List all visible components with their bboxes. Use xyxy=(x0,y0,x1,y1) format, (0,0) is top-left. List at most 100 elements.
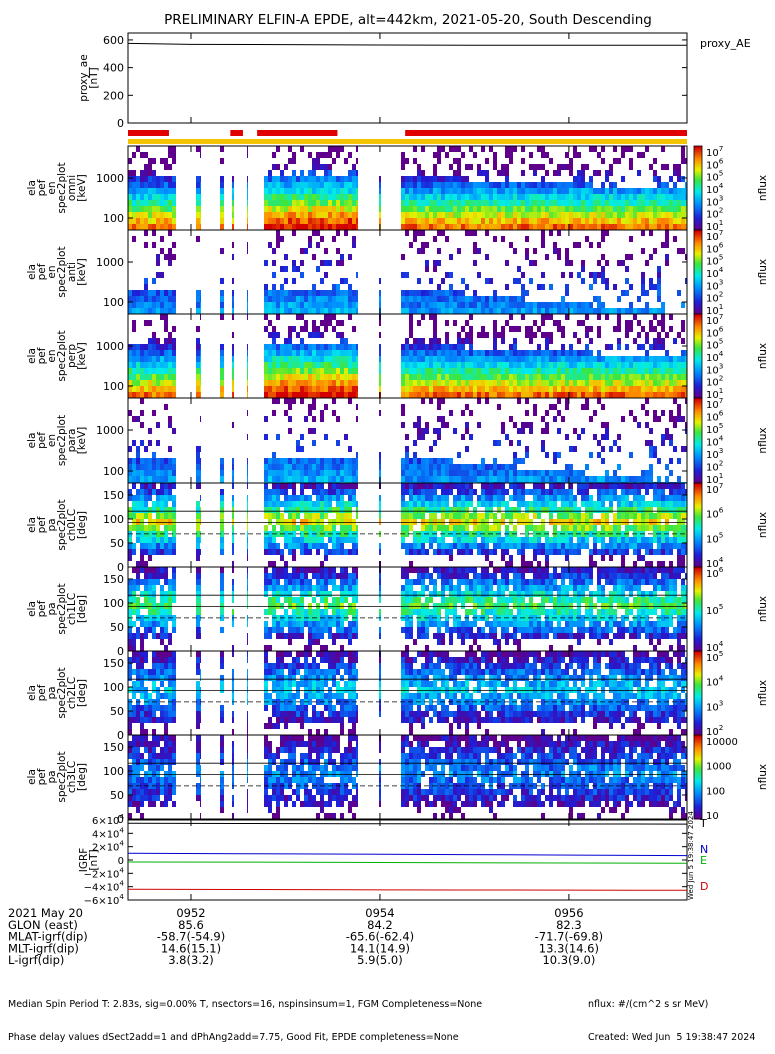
heatmap-cell xyxy=(292,260,296,266)
heatmap-cell xyxy=(581,182,585,188)
heatmap-cell xyxy=(549,543,553,549)
heatmap-cell xyxy=(437,290,441,296)
heatmap-cell xyxy=(505,164,509,170)
heatmap-cell xyxy=(320,224,324,230)
heatmap-cell xyxy=(437,230,441,236)
heatmap-cell xyxy=(340,543,344,549)
heatmap-cell xyxy=(140,440,144,446)
heatmap-cell xyxy=(172,206,176,212)
heatmap-cell xyxy=(497,332,501,338)
heatmap-cell xyxy=(156,525,160,531)
heatmap-cell xyxy=(379,362,381,368)
heatmap-cell xyxy=(581,200,585,206)
heatmap-cell xyxy=(549,218,553,224)
heatmap-cell xyxy=(493,489,497,495)
heatmap-cell xyxy=(220,344,224,350)
heatmap-cell xyxy=(669,458,673,464)
heatmap-cell xyxy=(292,152,296,158)
heatmap-cell xyxy=(577,152,581,158)
heatmap-cell xyxy=(465,489,469,495)
heatmap-cell xyxy=(585,476,589,482)
colorbar-label: nflux xyxy=(757,343,769,369)
heatmap-cell xyxy=(537,200,541,206)
heatmap-cell xyxy=(280,176,284,182)
heatmap-cell xyxy=(196,386,200,392)
heatmap-cell xyxy=(485,296,489,302)
heatmap-cell xyxy=(625,206,629,212)
heatmap-cell xyxy=(172,519,176,525)
heatmap-cell xyxy=(332,356,336,362)
ytick-label: 200 xyxy=(103,89,124,102)
heatmap-cell xyxy=(557,398,561,404)
heatmap-cell xyxy=(296,446,300,452)
heatmap-cell xyxy=(168,254,172,260)
heatmap-cell xyxy=(561,483,565,489)
heatmap-cell xyxy=(573,495,577,501)
heatmap-cell xyxy=(653,386,657,392)
heatmap-cell xyxy=(136,344,140,350)
heatmap-cell xyxy=(681,188,685,194)
heatmap-cell xyxy=(577,543,581,549)
heatmap-cell xyxy=(232,314,234,320)
heatmap-cell xyxy=(509,537,513,543)
heatmap-cell xyxy=(437,398,441,404)
heatmap-cell xyxy=(601,308,605,314)
heatmap-cell xyxy=(493,344,497,350)
heatmap-cell xyxy=(569,464,573,470)
heatmap-cell xyxy=(168,525,172,531)
heatmap-cell xyxy=(220,212,224,218)
heatmap-cell xyxy=(501,206,505,212)
heatmap-cell xyxy=(557,248,561,254)
heatmap-cell xyxy=(605,200,609,206)
heatmap-cell xyxy=(449,272,453,278)
heatmap-cell xyxy=(597,501,601,507)
heatmap-cell xyxy=(593,356,597,362)
heatmap-cell xyxy=(164,386,168,392)
heatmap-cell xyxy=(517,386,521,392)
heatmap-cell xyxy=(605,374,609,380)
heatmap-cell xyxy=(220,537,224,543)
heatmap-cell xyxy=(328,386,332,392)
heatmap-cell xyxy=(589,513,593,519)
heatmap-cell xyxy=(577,362,581,368)
heatmap-cell xyxy=(641,386,645,392)
heatmap-cell xyxy=(280,392,284,398)
heatmap-cell xyxy=(288,290,292,296)
heatmap-cell xyxy=(577,356,581,362)
heatmap-cell xyxy=(421,206,425,212)
heatmap-cell xyxy=(421,350,425,356)
heatmap-cell xyxy=(433,206,437,212)
heatmap-cell xyxy=(461,434,465,440)
heatmap-cell xyxy=(336,549,340,555)
heatmap-cell xyxy=(136,290,140,296)
heatmap-cell xyxy=(288,458,292,464)
heatmap-cell xyxy=(581,206,585,212)
heatmap-cell xyxy=(401,464,405,470)
heatmap-cell xyxy=(272,507,276,513)
heatmap-cell xyxy=(537,392,541,398)
heatmap-cell xyxy=(148,464,152,470)
heatmap-cell xyxy=(629,501,633,507)
heatmap-cell xyxy=(577,489,581,495)
heatmap-cell xyxy=(320,543,324,549)
heatmap-cell xyxy=(340,206,344,212)
heatmap-cell xyxy=(324,555,328,561)
heatmap-cell xyxy=(300,344,304,350)
heatmap-cell xyxy=(673,164,677,170)
heatmap-cell xyxy=(457,374,461,380)
heatmap-cell xyxy=(577,176,581,182)
heatmap-cell xyxy=(489,476,493,482)
heatmap-cell xyxy=(581,218,585,224)
heatmap-cell xyxy=(128,513,132,519)
heatmap-cell xyxy=(264,380,268,386)
heatmap-cell xyxy=(509,218,513,224)
heatmap-cell xyxy=(276,182,280,188)
heatmap-cell xyxy=(433,464,437,470)
heatmap-cell xyxy=(425,188,429,194)
heatmap-cell xyxy=(557,513,561,519)
heatmap-cell xyxy=(405,350,409,356)
heatmap-cell xyxy=(352,464,356,470)
heatmap-cell xyxy=(144,200,148,206)
heatmap-cell xyxy=(164,537,168,543)
heatmap-cell xyxy=(247,434,248,440)
